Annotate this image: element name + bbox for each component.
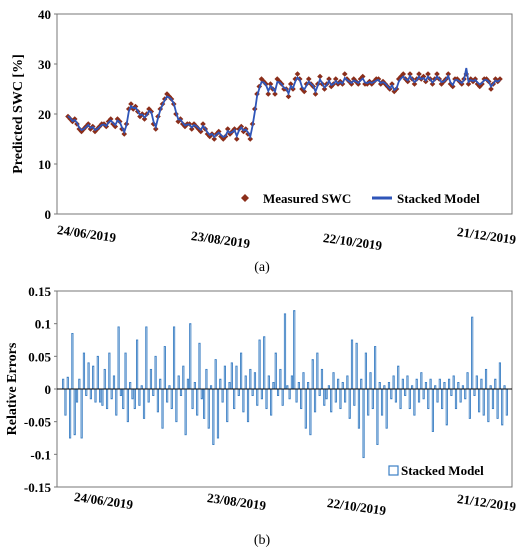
- measured-swc-point: [287, 81, 294, 87]
- measured-swc-point: [211, 136, 218, 142]
- x-tick-label-a: 24/06/2019: [56, 222, 117, 245]
- y-tick-label-a: 10: [38, 157, 51, 172]
- legend-a: Measured SWC Stacked Model: [241, 191, 480, 206]
- measured-swc-point: [411, 81, 418, 87]
- measured-swc-point: [434, 71, 440, 77]
- measured-swc-point: [294, 71, 301, 77]
- y-tick-label-a: 20: [38, 107, 51, 122]
- y-tick-label-a: 30: [38, 57, 51, 72]
- measured-swc-point: [285, 93, 292, 100]
- x-ticks-a: 24/06/2019 23/08/2019 22/10/2019 21/12/2019: [56, 222, 517, 253]
- measured-swc-point: [416, 71, 422, 77]
- x-tick-label-a: 23/08/2019: [190, 228, 251, 251]
- measured-swc-point: [272, 91, 278, 97]
- measured-swc-point: [247, 136, 254, 142]
- panel-label-a: (a): [254, 260, 270, 275]
- series-group-a: [65, 67, 503, 142]
- x-tick-label-a: 22/10/2019: [322, 230, 383, 253]
- measured-swc-point: [341, 71, 348, 77]
- panel-label-b: (b): [254, 533, 271, 548]
- y-ticks-a: 0 10 20 30 40: [38, 7, 57, 222]
- measured-swc-point: [321, 86, 328, 92]
- y-tick-label-b: 0: [45, 382, 52, 397]
- y-tick-label-b: -0.05: [24, 415, 52, 430]
- measured-swc-point: [445, 71, 452, 77]
- y-tick-label-a: 40: [38, 7, 51, 22]
- x-tick-label-b: 21/12/2019: [456, 491, 517, 514]
- measured-swc-point: [407, 71, 413, 77]
- measured-swc-point: [141, 116, 148, 122]
- y-tick-label-b: -0.15: [24, 480, 52, 495]
- measured-swc-point: [449, 83, 456, 90]
- plot-area-a: [56, 13, 513, 215]
- x-tick-label-a: 21/12/2019: [456, 224, 517, 247]
- measured-swc-point: [305, 76, 312, 82]
- measured-swc-point: [317, 73, 323, 80]
- x-tick-label-b: 22/10/2019: [326, 495, 387, 518]
- measured-swc-point: [488, 86, 494, 92]
- measured-swc-point: [425, 71, 431, 77]
- measured-swc-point: [112, 123, 119, 130]
- panel-a: 0 10 20 30 40 24/06/2019 23/08/2019 22/10/2019…: [11, 7, 517, 275]
- measured-swc-point: [332, 76, 339, 82]
- measured-swc-point: [128, 101, 134, 107]
- legend-label-measured: Measured SWC: [263, 191, 351, 206]
- measured-swc-point: [197, 128, 204, 135]
- measured-swc-point: [312, 91, 319, 97]
- y-tick-label-b: 0.1: [35, 317, 51, 332]
- legend-b: Stacked Model: [388, 463, 484, 478]
- measured-swc-point: [265, 91, 272, 97]
- x-tick-label-b: 23/08/2019: [206, 490, 267, 513]
- measured-swc-point: [359, 73, 366, 80]
- measured-swc-point: [107, 116, 114, 122]
- measured-swc-point: [326, 76, 332, 82]
- measured-swc-point: [465, 81, 472, 87]
- measured-swc-point: [400, 71, 407, 77]
- legend-marker-measured: [241, 194, 249, 202]
- measured-swc-point: [301, 88, 308, 95]
- y-tick-label-b: 0.15: [28, 284, 51, 299]
- legend-swatch-stacked-bar: [388, 465, 399, 476]
- measured-swc-point: [200, 121, 206, 127]
- y-tick-label-b: -0.1: [30, 447, 51, 462]
- y-tick-label-b: 0.05: [28, 349, 51, 364]
- measured-swc-point: [267, 81, 274, 87]
- panel-b: 0.15 0.1 0.05 0 -0.05 -0.1 -0.15 24/06/2019 23/…: [5, 284, 517, 548]
- stacked-model-line: [67, 67, 501, 139]
- measured-swc-point: [429, 81, 436, 87]
- y-axis-label-a: Predicted SWC [%]: [11, 54, 26, 174]
- legend-label-stacked: Stacked Model: [397, 191, 480, 206]
- y-axis-label-b: Relative Errors: [5, 342, 20, 435]
- x-ticks-b: 24/06/2019 23/08/2019 22/10/2019 21/12/2019: [73, 489, 517, 518]
- y-tick-label-a: 0: [45, 207, 52, 222]
- measured-swc-point: [121, 131, 128, 137]
- legend-label-stacked-bar: Stacked Model: [401, 463, 484, 478]
- measured-swc-point: [188, 126, 195, 132]
- y-ticks-b: 0.15 0.1 0.05 0 -0.05 -0.1 -0.15: [24, 284, 57, 495]
- x-tick-label-b: 24/06/2019: [73, 489, 134, 512]
- measured-swc-point: [224, 126, 231, 132]
- measured-swc-point: [233, 136, 240, 142]
